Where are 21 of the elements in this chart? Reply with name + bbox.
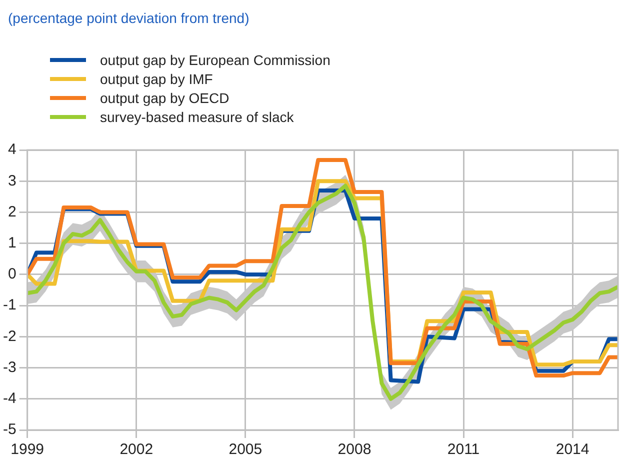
legend-label: output gap by OECD bbox=[100, 90, 230, 106]
y-tick-label: 2 bbox=[8, 203, 16, 220]
x-tick-label: 2014 bbox=[556, 441, 590, 458]
legend-label: output gap by European Commission bbox=[100, 52, 330, 68]
y-tick-label: -2 bbox=[2, 328, 16, 345]
y-tick-label: 3 bbox=[8, 172, 16, 190]
chart-title: (percentage point deviation from trend) bbox=[8, 10, 250, 26]
y-tick-label: -3 bbox=[2, 358, 16, 376]
x-tick-label: 2008 bbox=[338, 441, 372, 458]
x-tick-label: 2011 bbox=[447, 441, 480, 458]
legend-label: survey-based measure of slack bbox=[100, 108, 294, 124]
x-tick-label: 2002 bbox=[120, 441, 154, 458]
y-tick-label: -5 bbox=[2, 421, 16, 438]
y-tick-label: 1 bbox=[8, 234, 16, 252]
y-tick-label: -1 bbox=[2, 296, 16, 314]
legend-label: output gap by IMF bbox=[100, 70, 213, 86]
y-tick-label: 4 bbox=[8, 141, 16, 158]
y-tick-label: -4 bbox=[2, 390, 16, 408]
y-tick-label: 0 bbox=[8, 266, 16, 283]
x-tick-label: 1999 bbox=[10, 441, 44, 458]
x-tick-label: 2005 bbox=[228, 441, 262, 458]
